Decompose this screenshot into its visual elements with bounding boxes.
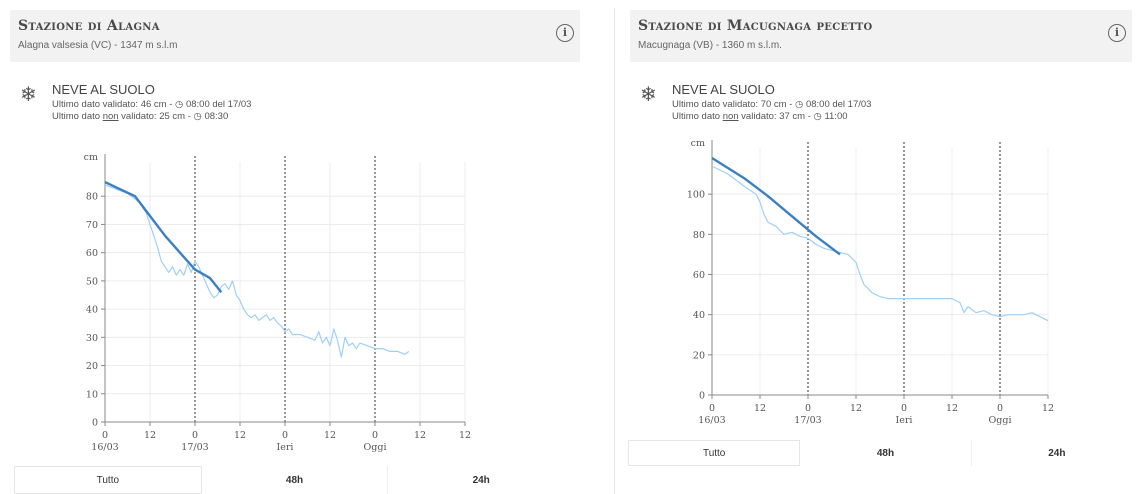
x-tick-label: 12 <box>1042 403 1054 414</box>
nonvalidated-info: Ultimo dato non validato: 37 cm - ◷ 11:0… <box>672 111 848 122</box>
station-panel-macugnaga: Stazione di Macugnaga pecetto Macugnaga … <box>620 0 1142 494</box>
y-tick-label: 60 <box>86 248 98 259</box>
series-line-validated <box>711 156 841 256</box>
station-panel-alagna: Stazione di Alagna Alagna valsesia (VC) … <box>10 10 580 494</box>
nonvalidated-suffix: validato: 37 cm - ◷ 11:00 <box>738 111 848 122</box>
x-tick-label: 0 <box>997 403 1003 414</box>
x-tick-sublabel: 17/03 <box>794 415 821 426</box>
period-tabs: Tutto 48h 24h <box>14 466 574 494</box>
snowflake-icon: ❄ <box>20 84 37 106</box>
y-axis-label: cm <box>84 152 98 163</box>
y-tick-label: 60 <box>693 270 705 281</box>
y-tick-label: 0 <box>92 418 98 429</box>
x-tick-label: 12 <box>324 430 336 441</box>
nonvalidated-prefix: Ultimo dato <box>672 111 723 122</box>
nonvalidated-info: Ultimo dato non validato: 25 cm - ◷ 08:3… <box>52 111 228 122</box>
variable-title: NEVE AL SUOLO <box>672 82 775 97</box>
x-tick-sublabel: 17/03 <box>181 442 208 453</box>
y-tick-label: 80 <box>86 192 98 203</box>
y-tick-label: 50 <box>86 276 98 287</box>
x-tick-sublabel: 16/03 <box>698 415 725 426</box>
nonvalidated-word: non <box>722 111 739 122</box>
x-tick-label: 0 <box>102 430 108 441</box>
x-tick-label: 0 <box>372 430 378 441</box>
tab-24h[interactable]: 24h <box>1048 447 1066 459</box>
station-title: Stazione di Alagna <box>18 18 160 34</box>
tab-tutto[interactable]: Tutto <box>628 440 801 466</box>
validated-info: Ultimo dato validato: 70 cm - ◷ 08:00 de… <box>672 99 872 110</box>
series-line-raw <box>104 184 410 358</box>
x-tick-label: 0 <box>901 403 907 414</box>
x-tick-label: 0 <box>805 403 811 414</box>
panel-divider <box>614 8 615 494</box>
tab-tutto[interactable]: Tutto <box>14 466 202 494</box>
y-tick-label: 40 <box>693 310 705 321</box>
y-tick-label: 80 <box>693 230 705 241</box>
x-tick-label: 12 <box>754 403 766 414</box>
y-tick-label: 30 <box>86 333 98 344</box>
y-tick-label: 40 <box>86 305 98 316</box>
x-tick-label: 0 <box>282 430 288 441</box>
info-icon[interactable]: i <box>556 24 574 42</box>
x-tick-sublabel: 16/03 <box>91 442 118 453</box>
x-tick-label: 12 <box>850 403 862 414</box>
x-tick-label: 12 <box>234 430 246 441</box>
x-tick-label: 0 <box>709 403 715 414</box>
tab-24h[interactable]: 24h <box>472 474 490 486</box>
x-tick-sublabel: Ieri <box>277 442 294 453</box>
y-tick-label: 20 <box>693 350 705 361</box>
y-tick-label: 100 <box>687 190 705 201</box>
info-icon[interactable]: i <box>1108 24 1126 42</box>
station-subtitle: Macugnaga (VB) - 1360 m s.l.m. <box>638 40 782 51</box>
variable-title: NEVE AL SUOLO <box>52 82 155 97</box>
x-tick-label: 0 <box>192 430 198 441</box>
y-tick-label: 20 <box>86 361 98 372</box>
station-header: Stazione di Alagna Alagna valsesia (VC) … <box>10 10 580 62</box>
x-tick-label: 12 <box>946 403 958 414</box>
y-tick-label: 10 <box>86 389 98 400</box>
series-line-raw <box>711 165 1049 322</box>
y-tick-label: 70 <box>86 220 98 231</box>
nonvalidated-suffix: validato: 25 cm - ◷ 08:30 <box>118 111 229 122</box>
x-tick-label: 12 <box>414 430 426 441</box>
x-tick-label: 12 <box>459 430 471 441</box>
x-tick-sublabel: Oggi <box>364 442 387 453</box>
series-line-validated <box>104 181 223 293</box>
snowflake-icon: ❄ <box>640 84 657 106</box>
tab-48h[interactable]: 48h <box>202 466 389 494</box>
x-tick-sublabel: Ieri <box>896 415 913 426</box>
x-tick-sublabel: Oggi <box>989 415 1012 426</box>
x-tick-label: 12 <box>144 430 156 441</box>
tab-48h[interactable]: 48h <box>800 440 972 466</box>
station-header: Stazione di Macugnaga pecetto Macugnaga … <box>630 10 1132 62</box>
y-tick-label: 0 <box>699 391 705 402</box>
y-axis-label: cm <box>691 138 705 149</box>
station-subtitle: Alagna valsesia (VC) - 1347 m s.l.m <box>18 40 178 51</box>
station-title: Stazione di Macugnaga pecetto <box>638 18 873 34</box>
nonvalidated-prefix: Ultimo dato <box>52 111 103 122</box>
nonvalidated-word: non <box>102 111 119 122</box>
period-tabs: Tutto 48h 24h <box>628 440 1142 466</box>
validated-info: Ultimo dato validato: 46 cm - ◷ 08:00 de… <box>52 99 252 110</box>
